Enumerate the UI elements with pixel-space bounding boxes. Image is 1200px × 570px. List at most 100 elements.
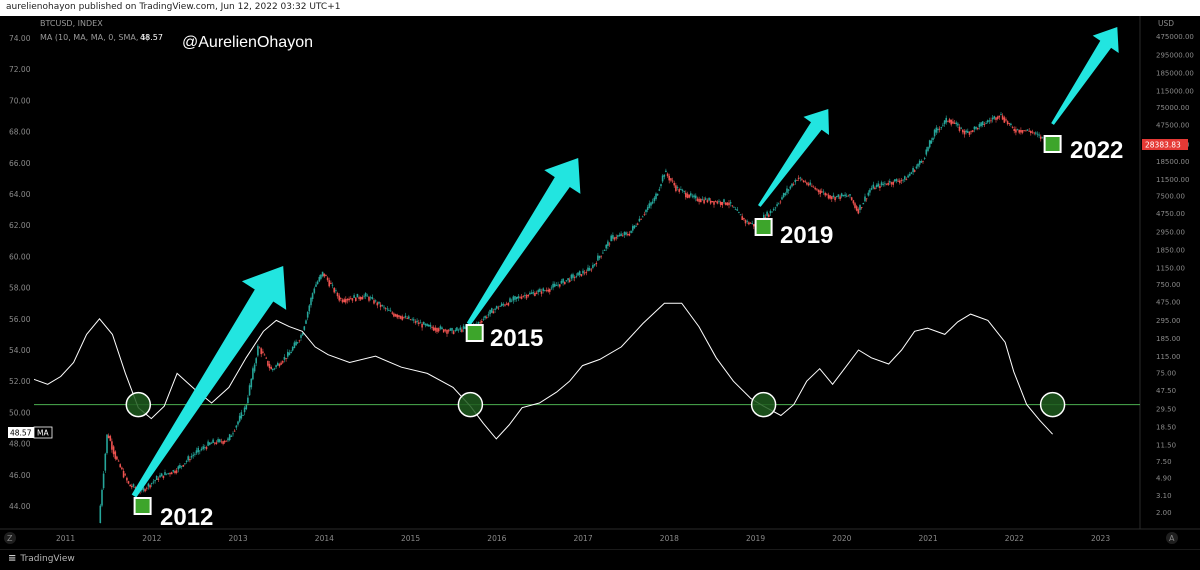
candle-body xyxy=(510,300,513,302)
candle-body xyxy=(363,295,365,297)
candle-body xyxy=(739,214,742,216)
crossing-circles xyxy=(125,391,1066,418)
chart-canvas[interactable]: 74.00 72.00 70.00 68.00 66.00 64.00 62.00 60.00… xyxy=(0,16,1200,549)
candle-body xyxy=(751,223,753,224)
candle-body xyxy=(187,456,189,461)
candle-body xyxy=(695,195,697,199)
candle-body xyxy=(441,327,443,329)
candle-body xyxy=(253,364,256,372)
candle-body xyxy=(243,407,246,413)
candle-body xyxy=(507,302,510,306)
candle-body xyxy=(925,149,928,155)
candle-body xyxy=(350,298,352,300)
candle-body xyxy=(169,473,171,475)
candle-body xyxy=(170,472,173,475)
candle-body xyxy=(666,173,669,177)
candle-body xyxy=(685,192,687,198)
candle-body xyxy=(185,460,188,462)
candle-body xyxy=(131,485,133,488)
time-axis: 2011 2012 2013 2014 2015 2016 2017 2018 2019 2020… xyxy=(56,534,1110,543)
year-annotation: 2015 xyxy=(490,325,543,352)
candle-body xyxy=(985,123,987,124)
candle-body xyxy=(487,314,490,316)
candle-body xyxy=(505,303,508,305)
candle-body xyxy=(779,201,782,203)
zoom-icon[interactable]: Z xyxy=(4,532,16,544)
time-tick-label: 2014 xyxy=(315,534,334,543)
candle-body xyxy=(807,183,810,186)
candle-body xyxy=(847,195,850,197)
candle-body xyxy=(799,177,802,179)
candle-body xyxy=(923,158,926,159)
candle-body xyxy=(713,201,715,205)
candle-body xyxy=(822,191,825,193)
candle-body xyxy=(423,322,425,325)
right-tick-label: 11.50 xyxy=(1156,442,1176,450)
candle-body xyxy=(129,484,131,487)
candle-body xyxy=(444,329,447,331)
candle-body xyxy=(744,219,747,224)
candle-body xyxy=(874,187,876,190)
candle-body xyxy=(922,160,924,162)
candle-body xyxy=(291,347,294,351)
candle-body xyxy=(811,185,813,187)
candle-body xyxy=(565,280,568,282)
time-tick-label: 2022 xyxy=(1005,534,1024,543)
candle-body xyxy=(836,196,838,197)
candle-body xyxy=(840,193,843,197)
bottom-marker xyxy=(754,218,773,236)
candle-body xyxy=(701,198,704,200)
auto-scale-icon[interactable]: A xyxy=(1166,532,1178,544)
candle-body xyxy=(426,323,428,326)
candle-body xyxy=(663,174,666,177)
candle-body xyxy=(610,235,612,242)
candle-body xyxy=(1040,136,1042,139)
attribution-text: aurelienohayon published on TradingView.… xyxy=(6,2,341,12)
ma-value-text: 48.57 xyxy=(10,429,32,438)
right-tick-label: 47500.00 xyxy=(1156,122,1189,130)
candle-body xyxy=(401,316,403,320)
candle-body xyxy=(341,299,344,303)
candle-body xyxy=(207,441,209,446)
attribution-bar: aurelienohayon published on TradingView.… xyxy=(0,0,1200,16)
candle-body xyxy=(698,198,700,202)
candle-body xyxy=(1030,131,1032,133)
candle-body xyxy=(902,179,904,181)
candle-body xyxy=(497,307,500,309)
candle-body xyxy=(396,314,398,318)
candle-body xyxy=(1023,130,1025,132)
time-tick-label: 2017 xyxy=(574,534,593,543)
candle-body xyxy=(298,340,301,342)
candle-body xyxy=(817,189,820,193)
candle-body xyxy=(849,194,851,196)
candle-body xyxy=(749,222,752,224)
candle-body xyxy=(615,237,617,239)
candle-body xyxy=(909,173,911,176)
candle-body xyxy=(960,127,962,129)
candle-body xyxy=(782,193,785,198)
candle-body xyxy=(1026,129,1029,131)
candle-body xyxy=(335,290,337,292)
candle-body xyxy=(356,293,359,298)
candle-body xyxy=(399,315,402,319)
time-tick-label: 2013 xyxy=(229,534,248,543)
candle-body xyxy=(190,456,193,458)
candle-body xyxy=(789,186,792,189)
candle-body xyxy=(306,312,309,318)
candle-body xyxy=(172,470,175,472)
candle-body xyxy=(630,230,632,233)
footer-bar xyxy=(0,549,1200,570)
candle-body xyxy=(126,477,128,481)
candle-body xyxy=(907,175,909,178)
candle-body xyxy=(383,306,385,308)
candle-body xyxy=(587,267,589,272)
candle-body xyxy=(962,129,964,133)
candle-body xyxy=(446,329,448,334)
right-axis: USD 475000.00 295000.00 185000.00 115000.00 7… xyxy=(1156,19,1194,517)
candle-body xyxy=(340,298,342,299)
candle-body xyxy=(635,225,637,227)
candle-body xyxy=(640,218,642,220)
price-candles xyxy=(99,112,1054,524)
left-tick-label: 50.00 xyxy=(9,408,31,417)
candle-body xyxy=(479,322,481,324)
